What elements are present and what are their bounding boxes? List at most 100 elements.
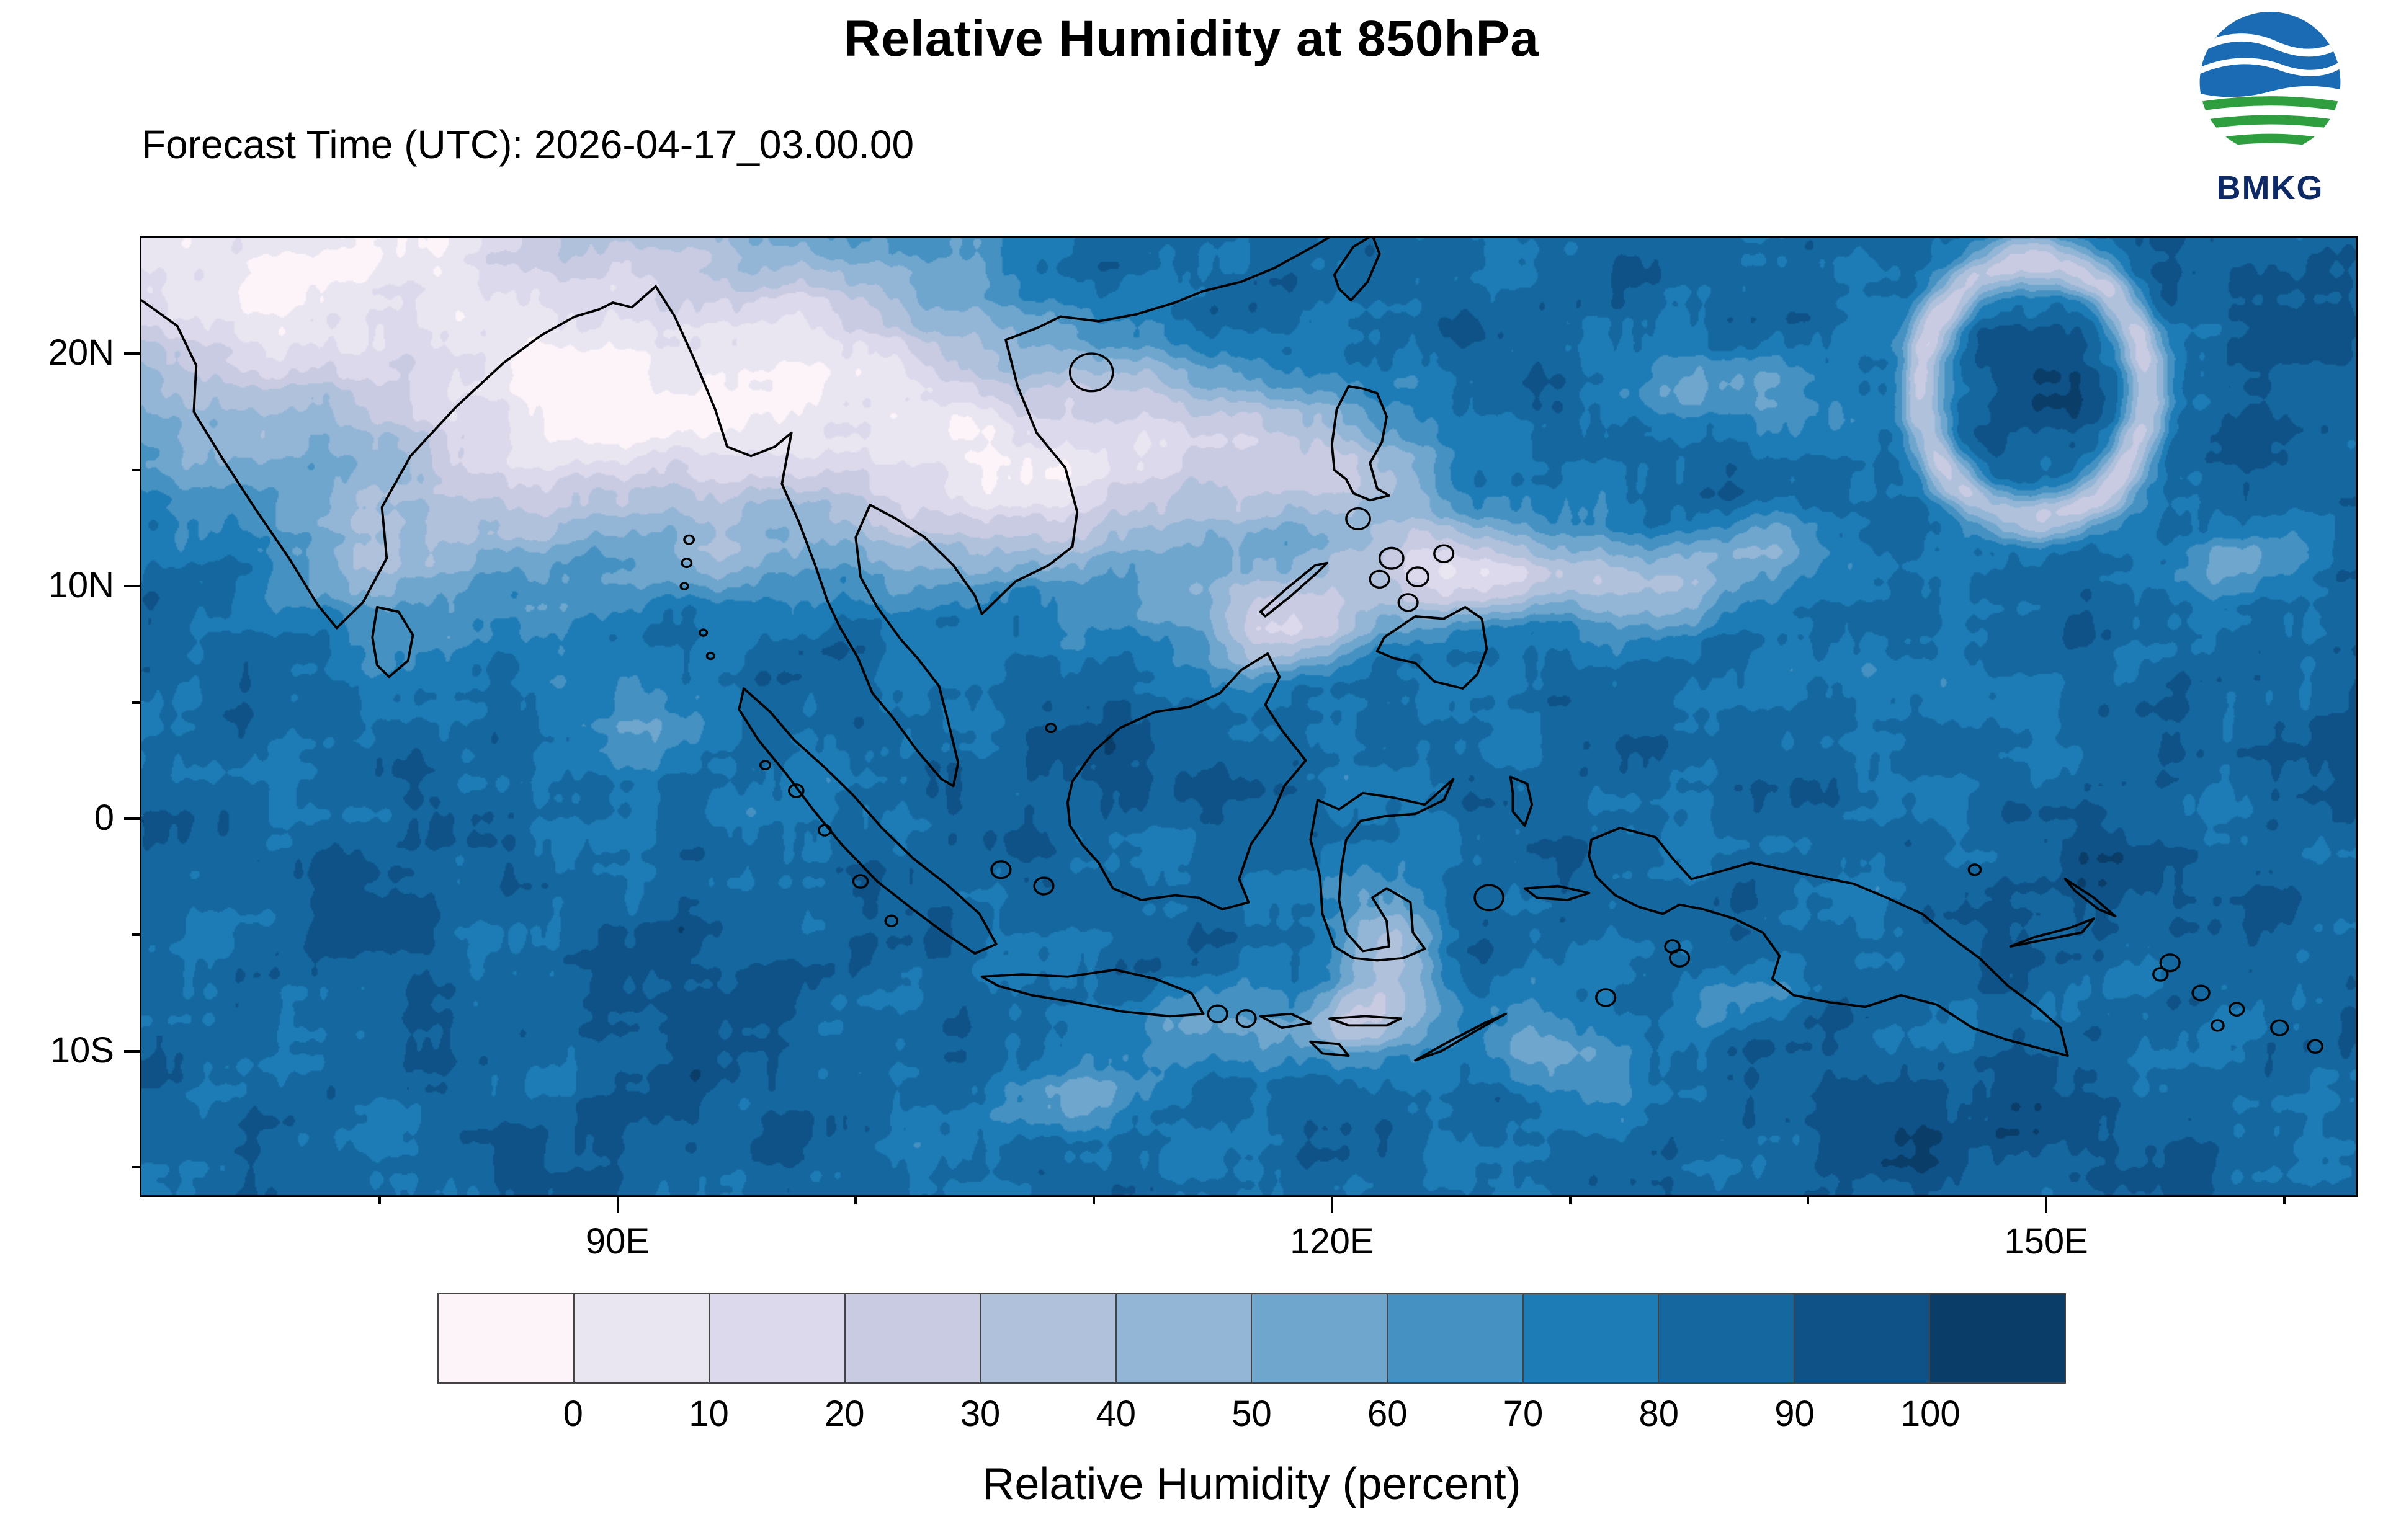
island-outline [1397, 593, 1419, 612]
colorbar-tick: 60 [1367, 1394, 1408, 1434]
island-outline [1967, 863, 1982, 876]
lon-tick-label: 150E [2004, 1221, 2088, 1262]
island-outline [1033, 876, 1055, 896]
colorbar-swatch [1522, 1293, 1660, 1384]
lat-tick-minor [132, 701, 141, 704]
colorbar-tick: 70 [1503, 1394, 1544, 1434]
island-outline [759, 760, 771, 771]
humidity-field-canvas [141, 238, 2356, 1195]
lon-tick-minor [1807, 1195, 1810, 1204]
map-panel: 20N 10N 0 10S 90E 120E 150E [48, 236, 2358, 1260]
colorbar: 0 10 20 30 40 50 60 70 80 90 100 [437, 1293, 2066, 1441]
bmkg-logo-text: BMKG [2216, 169, 2324, 207]
lon-tick-label: 120E [1290, 1221, 1374, 1262]
island-outline [699, 628, 709, 637]
coastline-path [738, 687, 998, 955]
bmkg-logo-icon [2199, 12, 2341, 153]
lat-tick-major [124, 352, 141, 355]
coastline-path [1328, 1015, 1403, 1027]
coastline-path [2009, 917, 2095, 948]
lon-tick-minor [2282, 1195, 2286, 1204]
lat-tick-minor [132, 1166, 141, 1169]
colorbar-tick: 100 [1900, 1394, 1960, 1434]
coastline-path [1509, 775, 1534, 827]
coastline-path [1309, 778, 1455, 962]
forecast-time-label: Forecast Time (UTC): 2026-04-17_03.00.00 [141, 122, 914, 167]
coastline-path [1333, 238, 1381, 302]
island-outline [705, 651, 715, 661]
colorbar-swatch [437, 1293, 575, 1384]
lon-tick-major [2045, 1195, 2048, 1213]
lat-tick-minor [132, 468, 141, 471]
coastline-path [371, 605, 414, 679]
island-outline [2211, 1019, 2225, 1032]
coastline-path [1259, 1012, 1312, 1030]
island-outline [2270, 1019, 2289, 1036]
lon-tick-major [1330, 1195, 1333, 1213]
colorbar-label: Relative Humidity (percent) [982, 1459, 1521, 1509]
lat-tick-major [124, 1049, 141, 1053]
colorbar-tick: 90 [1774, 1394, 1815, 1434]
island-outline [884, 914, 899, 927]
colorbar-swatch [980, 1293, 1117, 1384]
coastline-path [1375, 605, 1488, 690]
island-outline [788, 783, 805, 798]
island-outline [1068, 352, 1114, 393]
colorbar-tick: 80 [1639, 1394, 1679, 1434]
island-outline [2159, 953, 2181, 973]
page-title: Relative Humidity at 850hPa [844, 11, 1539, 67]
colorbar-swatches [437, 1293, 2066, 1384]
colorbar-tick: 20 [824, 1394, 865, 1434]
island-outline [2191, 984, 2211, 1002]
coastline-path [1259, 561, 1329, 618]
colorbar-tick: 30 [960, 1394, 1001, 1434]
lon-tick-minor [854, 1195, 857, 1204]
colorbar-tick-labels: 0 10 20 30 40 50 60 70 80 90 100 [437, 1396, 2066, 1441]
colorbar-swatch [844, 1293, 981, 1384]
island-outline [1664, 939, 1681, 954]
coastline-path [2063, 878, 2117, 918]
island-outline [1433, 544, 1455, 563]
coastline-path [1330, 385, 1390, 502]
coastline-path [1066, 652, 1307, 910]
island-outline [683, 534, 695, 545]
coastline-path [1523, 884, 1591, 901]
island-outline [2228, 1002, 2245, 1017]
island-outline [1595, 988, 1617, 1007]
coastline-path [141, 238, 1331, 788]
colorbar-swatch [1115, 1293, 1253, 1384]
coastline-path [1414, 1012, 1507, 1062]
colorbar-tick: 40 [1096, 1394, 1137, 1434]
island-outline [1369, 569, 1390, 589]
island-outline [2152, 967, 2169, 982]
lon-tick-minor [1093, 1195, 1096, 1204]
coastline-path [980, 968, 1205, 1018]
lon-tick-major [616, 1195, 619, 1213]
island-outline [852, 874, 869, 889]
island-outline [1345, 507, 1371, 531]
lon-tick-minor [1568, 1195, 1572, 1204]
colorbar-tick: 0 [563, 1394, 583, 1434]
colorbar-swatch [1387, 1293, 1524, 1384]
lat-tick-label: 10N [48, 564, 114, 605]
lon-tick-minor [378, 1195, 381, 1204]
island-outline [1473, 884, 1504, 912]
colorbar-swatch [1251, 1293, 1388, 1384]
island-outline [1235, 1009, 1257, 1028]
colorbar-tick: 10 [689, 1394, 729, 1434]
island-outline [818, 824, 832, 837]
colorbar-swatch [1793, 1293, 1931, 1384]
island-outline [1405, 566, 1429, 588]
coastline-path [1309, 1040, 1350, 1057]
island-outline [1045, 723, 1057, 734]
island-outline [1378, 546, 1405, 570]
colorbar-swatch [573, 1293, 710, 1384]
coastlines-overlay [141, 238, 2324, 1062]
lat-tick-major [124, 817, 141, 820]
island-outline [679, 582, 689, 590]
island-outline [990, 860, 1012, 879]
colorbar-swatch [1929, 1293, 2066, 1384]
colorbar-tick: 50 [1232, 1394, 1272, 1434]
lat-tick-major [124, 585, 141, 588]
